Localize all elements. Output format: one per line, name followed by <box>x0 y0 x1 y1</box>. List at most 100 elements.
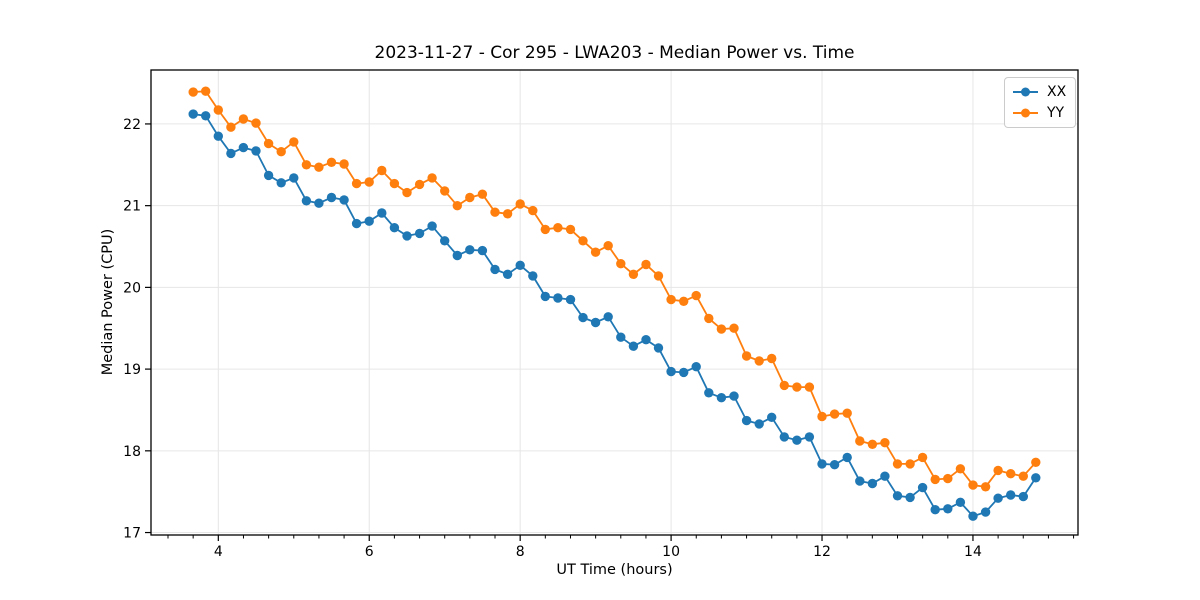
legend-label: YY <box>1047 105 1065 121</box>
data-point-XX <box>704 388 714 398</box>
data-point-XX <box>666 366 676 377</box>
legend-line-sample <box>1013 108 1038 118</box>
data-point-XX <box>201 111 211 121</box>
data-point-XX <box>691 362 701 372</box>
data-point-XX <box>641 335 651 345</box>
data-point-XX <box>930 505 940 515</box>
data-point-XX <box>1031 473 1041 483</box>
data-point-XX <box>377 208 387 218</box>
data-point-YY <box>201 86 211 96</box>
x-tick-label: 8 <box>516 544 525 560</box>
data-point-YY <box>905 459 915 469</box>
data-point-XX <box>540 291 550 302</box>
data-point-YY <box>892 459 903 469</box>
data-point-XX <box>917 482 928 493</box>
data-point-XX <box>251 146 261 156</box>
data-point-XX <box>628 341 639 351</box>
data-point-YY <box>301 160 312 170</box>
data-point-YY <box>251 118 261 128</box>
x-tick-label: 6 <box>365 544 374 560</box>
data-point-YY <box>490 207 500 217</box>
data-point-YY <box>213 105 223 115</box>
data-point-XX <box>980 507 991 517</box>
data-point-XX <box>616 332 626 342</box>
data-point-XX <box>389 223 400 233</box>
data-point-XX <box>565 294 576 305</box>
data-point-YY <box>339 159 349 169</box>
data-point-XX <box>364 216 374 226</box>
data-point-YY <box>1018 471 1028 481</box>
data-point-YY <box>628 269 639 279</box>
data-point-XX <box>679 367 689 378</box>
data-point-YY <box>842 408 852 418</box>
data-point-YY <box>440 186 450 196</box>
y-tick-label: 18 <box>123 444 141 460</box>
data-point-XX <box>440 236 450 246</box>
data-point-XX <box>590 317 601 328</box>
data-point-XX <box>553 293 563 303</box>
data-point-XX <box>880 471 890 481</box>
data-point-XX <box>603 312 613 322</box>
data-point-XX <box>314 198 324 208</box>
data-point-XX <box>452 250 462 261</box>
data-point-YY <box>704 313 714 324</box>
data-point-YY <box>741 351 752 361</box>
data-point-XX <box>289 173 299 183</box>
data-point-YY <box>578 236 588 246</box>
data-point-XX <box>263 170 274 181</box>
y-tick-label: 17 <box>123 526 141 542</box>
data-point-XX <box>502 269 513 279</box>
data-point-XX <box>528 271 538 281</box>
data-point-XX <box>829 460 840 470</box>
y-tick-label: 21 <box>123 199 141 215</box>
data-point-YY <box>653 271 664 281</box>
data-point-YY <box>855 436 865 446</box>
data-point-YY <box>414 179 425 190</box>
legend: XX YY <box>1004 77 1077 128</box>
data-point-YY <box>943 473 953 484</box>
data-point-YY <box>314 162 324 172</box>
data-point-YY <box>528 205 538 216</box>
chart-title: 2023-11-27 - Cor 295 - LWA203 - Median P… <box>374 43 855 63</box>
data-point-YY <box>238 114 249 124</box>
data-point-YY <box>829 409 840 419</box>
data-point-XX <box>427 221 437 231</box>
data-point-YY <box>465 192 475 203</box>
data-point-YY <box>351 178 362 189</box>
data-point-YY <box>603 241 613 251</box>
data-point-YY <box>679 296 689 306</box>
data-point-YY <box>792 382 802 392</box>
data-point-XX <box>414 228 425 239</box>
x-tick-label: 12 <box>813 544 831 560</box>
data-point-YY <box>326 157 337 167</box>
data-point-YY <box>553 223 563 233</box>
x-axis-label: UT Time (hours) <box>556 562 673 578</box>
data-point-XX <box>716 393 727 403</box>
legend-label: XX <box>1047 84 1067 100</box>
data-point-YY <box>402 187 412 198</box>
data-point-XX <box>465 245 475 255</box>
y-tick-label: 20 <box>123 280 141 296</box>
data-point-YY <box>1006 469 1016 479</box>
data-point-XX <box>351 218 362 229</box>
data-point-XX <box>855 476 865 486</box>
data-point-XX <box>779 432 789 442</box>
data-point-YY <box>477 189 488 199</box>
data-point-YY <box>616 259 626 269</box>
data-point-XX <box>892 491 903 501</box>
data-point-XX <box>276 178 286 188</box>
data-point-YY <box>993 465 1003 476</box>
data-point-XX <box>326 192 337 203</box>
x-tick-label: 4 <box>214 544 223 560</box>
data-point-XX <box>741 415 752 426</box>
y-tick-label: 22 <box>123 117 141 133</box>
data-point-XX <box>867 478 878 489</box>
data-point-XX <box>402 231 412 241</box>
data-point-XX <box>767 412 777 422</box>
data-point-XX <box>729 391 739 401</box>
data-point-XX <box>477 245 488 256</box>
data-point-YY <box>389 178 400 189</box>
data-point-XX <box>213 131 223 141</box>
data-point-XX <box>226 148 236 159</box>
data-point-YY <box>767 353 777 364</box>
